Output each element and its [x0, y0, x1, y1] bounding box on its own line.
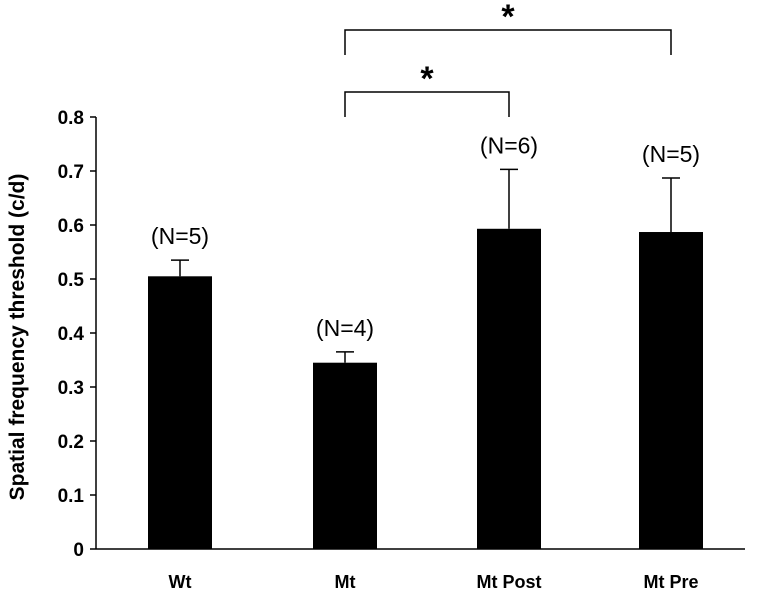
y-axis-title: Spatial frequency threshold (c/d)	[6, 174, 29, 501]
y-tick-label: 0.3	[58, 378, 84, 399]
axes: 0 0.1 0.2 0.3 0.4 0.5 0.6 0.7 0.8 Wt Mt Mt Post Mt P…	[58, 108, 745, 592]
x-category-label: Mt Pre	[643, 572, 698, 592]
y-tick-label: 0.1	[58, 486, 85, 507]
y-tick-label: 0.2	[58, 432, 84, 453]
significance-star: *	[501, 0, 515, 36]
y-tick-label: 0.6	[58, 216, 84, 237]
significance-bracket	[344, 29, 672, 55]
bar	[639, 232, 703, 549]
sample-size-label: (N=4)	[316, 315, 374, 341]
significance-bracket	[344, 91, 510, 117]
bar	[148, 276, 212, 549]
x-category-label: Mt	[335, 572, 356, 592]
significance-star: *	[420, 60, 434, 98]
y-tick-label: 0	[73, 540, 84, 561]
y-tick-label: 0.4	[58, 324, 85, 345]
annotations-group: (N=5) (N=4) (N=6) (N=5) * *	[151, 0, 700, 341]
bar	[313, 362, 377, 549]
sample-size-label: (N=5)	[642, 141, 700, 167]
y-tick-label: 0.5	[58, 270, 85, 291]
sample-size-label: (N=6)	[480, 132, 538, 158]
bars-group	[148, 168, 703, 549]
x-category-label: Wt	[169, 572, 192, 592]
x-category-label: Mt Post	[477, 572, 542, 592]
bar	[477, 228, 541, 549]
y-tick-label: 0.8	[58, 108, 84, 129]
sample-size-label: (N=5)	[151, 223, 209, 249]
y-tick-label: 0.7	[58, 162, 84, 183]
y-axis-title-group: Spatial frequency threshold (c/d)	[6, 174, 29, 501]
